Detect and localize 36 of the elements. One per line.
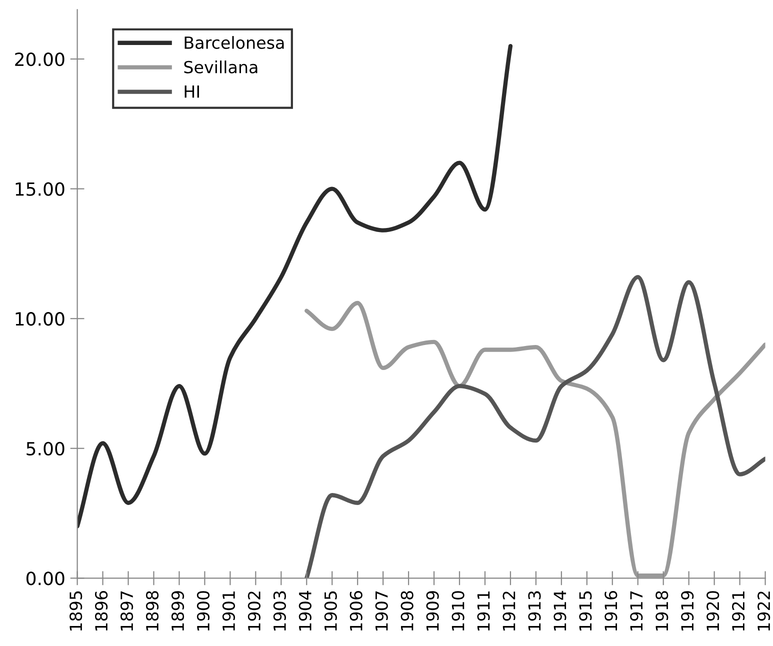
x-tick-label: 1915 [579,591,592,631]
x-tick-label: 1922 [758,592,770,631]
x-tick-label: 1904 [298,590,312,631]
x-tick-label: 1905 [324,591,337,631]
x-tick-label: 1919 [681,591,694,631]
x-tick-label: 1911 [477,592,490,631]
x-tick-label: 1907 [375,591,388,631]
x-tick-label: 1895 [70,591,82,631]
x-tick-label: 1913 [528,591,541,631]
x-tick-label: 1908 [400,591,414,631]
y-tick-label: 10.00 [16,312,64,326]
x-tick-label: 1900 [196,591,210,631]
x-tick-label: 1916 [604,591,618,631]
x-tick-label: 1909 [426,591,439,631]
x-tick-label: 1902 [248,592,260,631]
x-tick-label: 1910 [452,591,464,631]
legend-label: Barcelonesa [184,36,284,49]
y-tick-label: 5.00 [26,442,64,456]
y-tick-label: 0.00 [26,572,64,586]
legend-label: HI [184,86,199,98]
x-tick-label: 1918 [656,591,668,631]
x-tick-label: 1903 [273,591,286,631]
y-tick-label: 20.00 [15,52,64,66]
x-tick-label: 1914 [554,590,566,631]
legend-label: Sevillana [184,60,258,74]
x-tick-label: 1898 [146,591,159,631]
x-tick-label: 1901 [222,592,236,631]
x-tick-label: 1897 [120,591,134,631]
x-tick-label: 1906 [350,591,362,631]
x-tick-label: 1917 [630,591,643,631]
x-tick-label: 1899 [171,591,184,631]
x-tick-label: 1912 [502,592,516,631]
x-tick-label: 1896 [95,591,108,631]
x-tick-label: 1920 [706,591,720,631]
y-tick-label: 15.00 [16,182,64,196]
x-tick-label: 1921 [732,592,745,631]
